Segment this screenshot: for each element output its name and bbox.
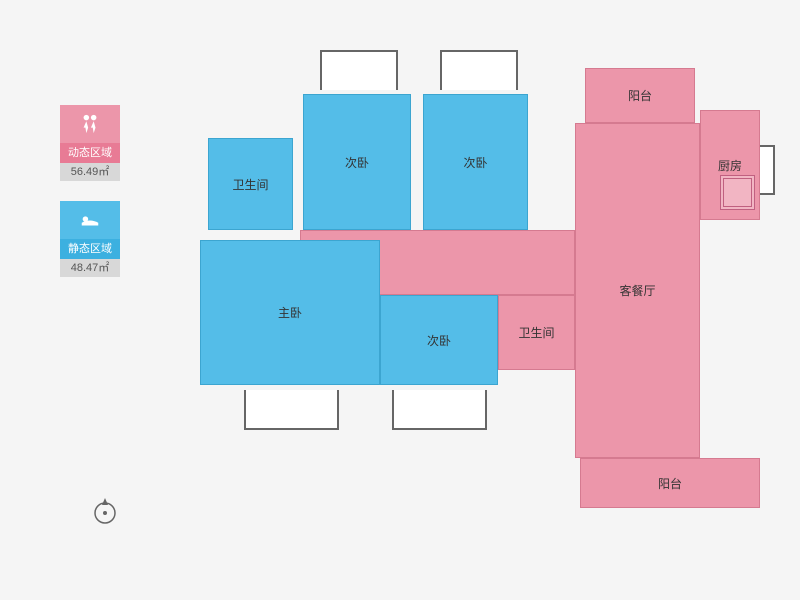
people-icon xyxy=(79,113,101,135)
window-bump xyxy=(320,50,398,90)
room-label: 卫生间 xyxy=(232,176,268,193)
window-bump xyxy=(440,50,518,90)
window-bump xyxy=(244,390,339,430)
room-label: 次卧 xyxy=(463,154,487,171)
room-label: 次卧 xyxy=(427,332,451,349)
room-bathroom-lower: 卫生间 xyxy=(498,295,575,370)
room-label: 客餐厅 xyxy=(619,282,655,299)
legend-static-icon-box xyxy=(60,201,120,239)
room-label: 主卧 xyxy=(278,304,302,321)
room-bedroom2-c: 次卧 xyxy=(380,295,498,385)
room-master-bedroom: 主卧 xyxy=(200,240,380,385)
room-label: 阳台 xyxy=(658,475,682,492)
sleep-icon xyxy=(79,209,101,231)
compass-icon xyxy=(90,495,120,525)
room-label: 卫生间 xyxy=(518,324,554,341)
legend-static-label: 静态区域 xyxy=(60,239,120,259)
legend-static-value: 48.47㎡ xyxy=(60,259,120,277)
room-bathroom-upper: 卫生间 xyxy=(208,138,293,230)
legend-dynamic-icon-box xyxy=(60,105,120,143)
legend-dynamic-value: 56.49㎡ xyxy=(60,163,120,181)
legend-dynamic-label: 动态区域 xyxy=(60,143,120,163)
legend-panel: 动态区域 56.49㎡ 静态区域 48.47㎡ xyxy=(60,105,120,297)
kitchen-appliance xyxy=(720,175,755,210)
room-balcony-bottom: 阳台 xyxy=(580,458,760,508)
legend-dynamic: 动态区域 56.49㎡ xyxy=(60,105,120,181)
room-balcony-top: 阳台 xyxy=(585,68,695,123)
room-label: 阳台 xyxy=(628,87,652,104)
room-bedroom2-b: 次卧 xyxy=(423,94,528,230)
legend-static: 静态区域 48.47㎡ xyxy=(60,201,120,277)
room-label: 厨房 xyxy=(718,157,742,174)
floorplan: 客餐厅 阳台 厨房 阳台 卫生间 次卧 次卧 卫生间 主卧 次卧 xyxy=(200,50,775,550)
room-bedroom2-a: 次卧 xyxy=(303,94,411,230)
room-living: 客餐厅 xyxy=(575,123,700,458)
room-label: 次卧 xyxy=(345,154,369,171)
window-bump xyxy=(392,390,487,430)
